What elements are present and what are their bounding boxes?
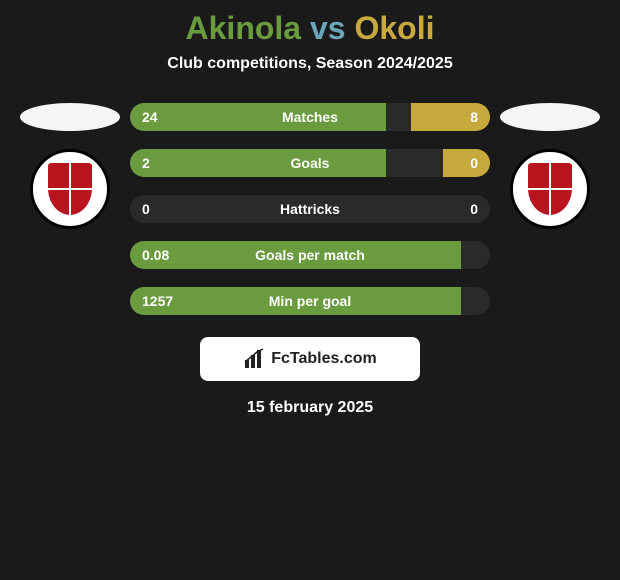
player2-club-crest (510, 149, 590, 229)
stat-label: Goals per match (255, 247, 365, 263)
stat-left-value: 24 (142, 109, 158, 125)
stat-label: Hattricks (280, 201, 340, 217)
stat-label: Min per goal (269, 293, 351, 309)
stat-bar-min-per-goal: 1257 Min per goal (130, 287, 490, 315)
title-vs: vs (310, 10, 346, 46)
player1-club-crest (30, 149, 110, 229)
source-logo-text: FcTables.com (271, 350, 377, 368)
subtitle: Club competitions, Season 2024/2025 (0, 55, 620, 73)
stat-left-value: 1257 (142, 293, 173, 309)
title-player1: Akinola (186, 10, 302, 46)
stat-left-value: 0 (142, 201, 150, 217)
title-player2: Okoli (354, 10, 434, 46)
stat-bar-goals: 2 Goals 0 (130, 149, 490, 177)
comparison-card: Akinola vs Okoli Club competitions, Seas… (0, 0, 620, 427)
stat-bar-matches: 24 Matches 8 (130, 103, 490, 131)
player2-photo-placeholder (500, 103, 600, 131)
stat-label: Matches (282, 109, 338, 125)
bar-right (443, 149, 490, 177)
stat-bar-goals-per-match: 0.08 Goals per match (130, 241, 490, 269)
stat-label: Goals (291, 155, 330, 171)
right-column (500, 103, 600, 229)
bar-left (130, 103, 386, 131)
player1-photo-placeholder (20, 103, 120, 131)
stat-left-value: 0.08 (142, 247, 169, 263)
page-title: Akinola vs Okoli (0, 10, 620, 47)
left-column (20, 103, 120, 229)
stat-left-value: 2 (142, 155, 150, 171)
main-row: 24 Matches 8 2 Goals 0 0 Hattricks 0 (0, 103, 620, 315)
shield-icon (526, 161, 574, 217)
bar-left (130, 149, 386, 177)
stat-right-value: 8 (470, 109, 478, 125)
stat-right-value: 0 (470, 155, 478, 171)
stat-bar-hattricks: 0 Hattricks 0 (130, 195, 490, 223)
stat-right-value: 0 (470, 201, 478, 217)
shield-icon (46, 161, 94, 217)
bar-chart-icon (243, 348, 265, 370)
stats-bars: 24 Matches 8 2 Goals 0 0 Hattricks 0 (130, 103, 490, 315)
source-logo: FcTables.com (200, 337, 420, 381)
date-label: 15 february 2025 (0, 399, 620, 417)
